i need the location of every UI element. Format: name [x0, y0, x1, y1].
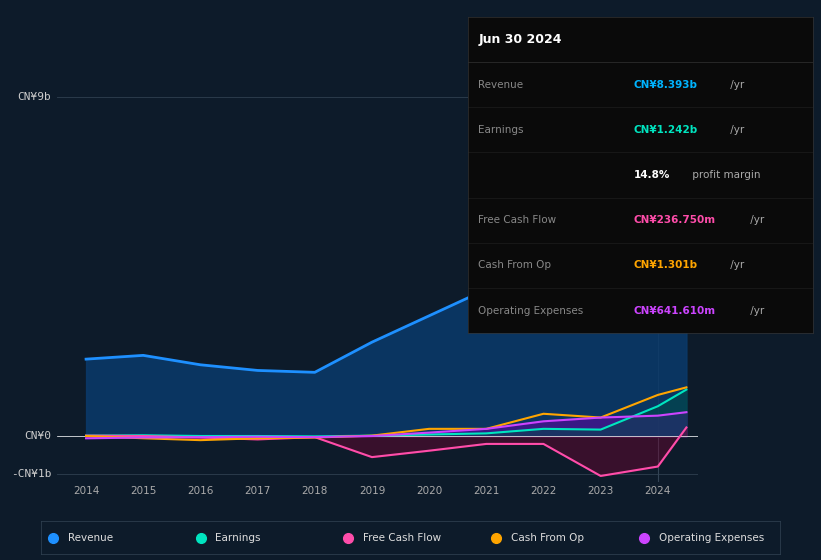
- Text: 2016: 2016: [187, 486, 213, 496]
- Text: Operating Expenses: Operating Expenses: [479, 306, 584, 316]
- Text: CN¥236.750m: CN¥236.750m: [634, 215, 716, 225]
- Text: /yr: /yr: [727, 260, 745, 270]
- Text: 2022: 2022: [530, 486, 557, 496]
- Text: 2018: 2018: [301, 486, 328, 496]
- Text: CN¥1.242b: CN¥1.242b: [634, 125, 698, 135]
- Text: Operating Expenses: Operating Expenses: [658, 533, 764, 543]
- Text: 2020: 2020: [416, 486, 443, 496]
- Text: Earnings: Earnings: [215, 533, 261, 543]
- Text: /yr: /yr: [746, 215, 764, 225]
- Text: Cash From Op: Cash From Op: [479, 260, 552, 270]
- Text: 2014: 2014: [73, 486, 99, 496]
- Text: Earnings: Earnings: [479, 125, 524, 135]
- Text: Free Cash Flow: Free Cash Flow: [363, 533, 442, 543]
- Text: 2023: 2023: [588, 486, 614, 496]
- Text: Cash From Op: Cash From Op: [511, 533, 584, 543]
- Text: 2019: 2019: [359, 486, 385, 496]
- Text: Revenue: Revenue: [67, 533, 112, 543]
- Text: 2015: 2015: [130, 486, 157, 496]
- Text: profit margin: profit margin: [689, 170, 760, 180]
- Text: 2024: 2024: [644, 486, 671, 496]
- Text: /yr: /yr: [727, 80, 745, 90]
- Text: 2017: 2017: [245, 486, 271, 496]
- Text: /yr: /yr: [746, 306, 764, 316]
- Text: CN¥1.301b: CN¥1.301b: [634, 260, 698, 270]
- Text: -CN¥1b: -CN¥1b: [11, 469, 51, 479]
- Text: Jun 30 2024: Jun 30 2024: [479, 33, 562, 46]
- Text: Free Cash Flow: Free Cash Flow: [479, 215, 557, 225]
- Text: 14.8%: 14.8%: [634, 170, 670, 180]
- Text: 2021: 2021: [473, 486, 499, 496]
- Text: CN¥9b: CN¥9b: [17, 92, 51, 102]
- Text: CN¥0: CN¥0: [24, 431, 51, 441]
- Text: CN¥8.393b: CN¥8.393b: [634, 80, 698, 90]
- Text: CN¥641.610m: CN¥641.610m: [634, 306, 716, 316]
- Text: /yr: /yr: [727, 125, 745, 135]
- Text: Revenue: Revenue: [479, 80, 524, 90]
